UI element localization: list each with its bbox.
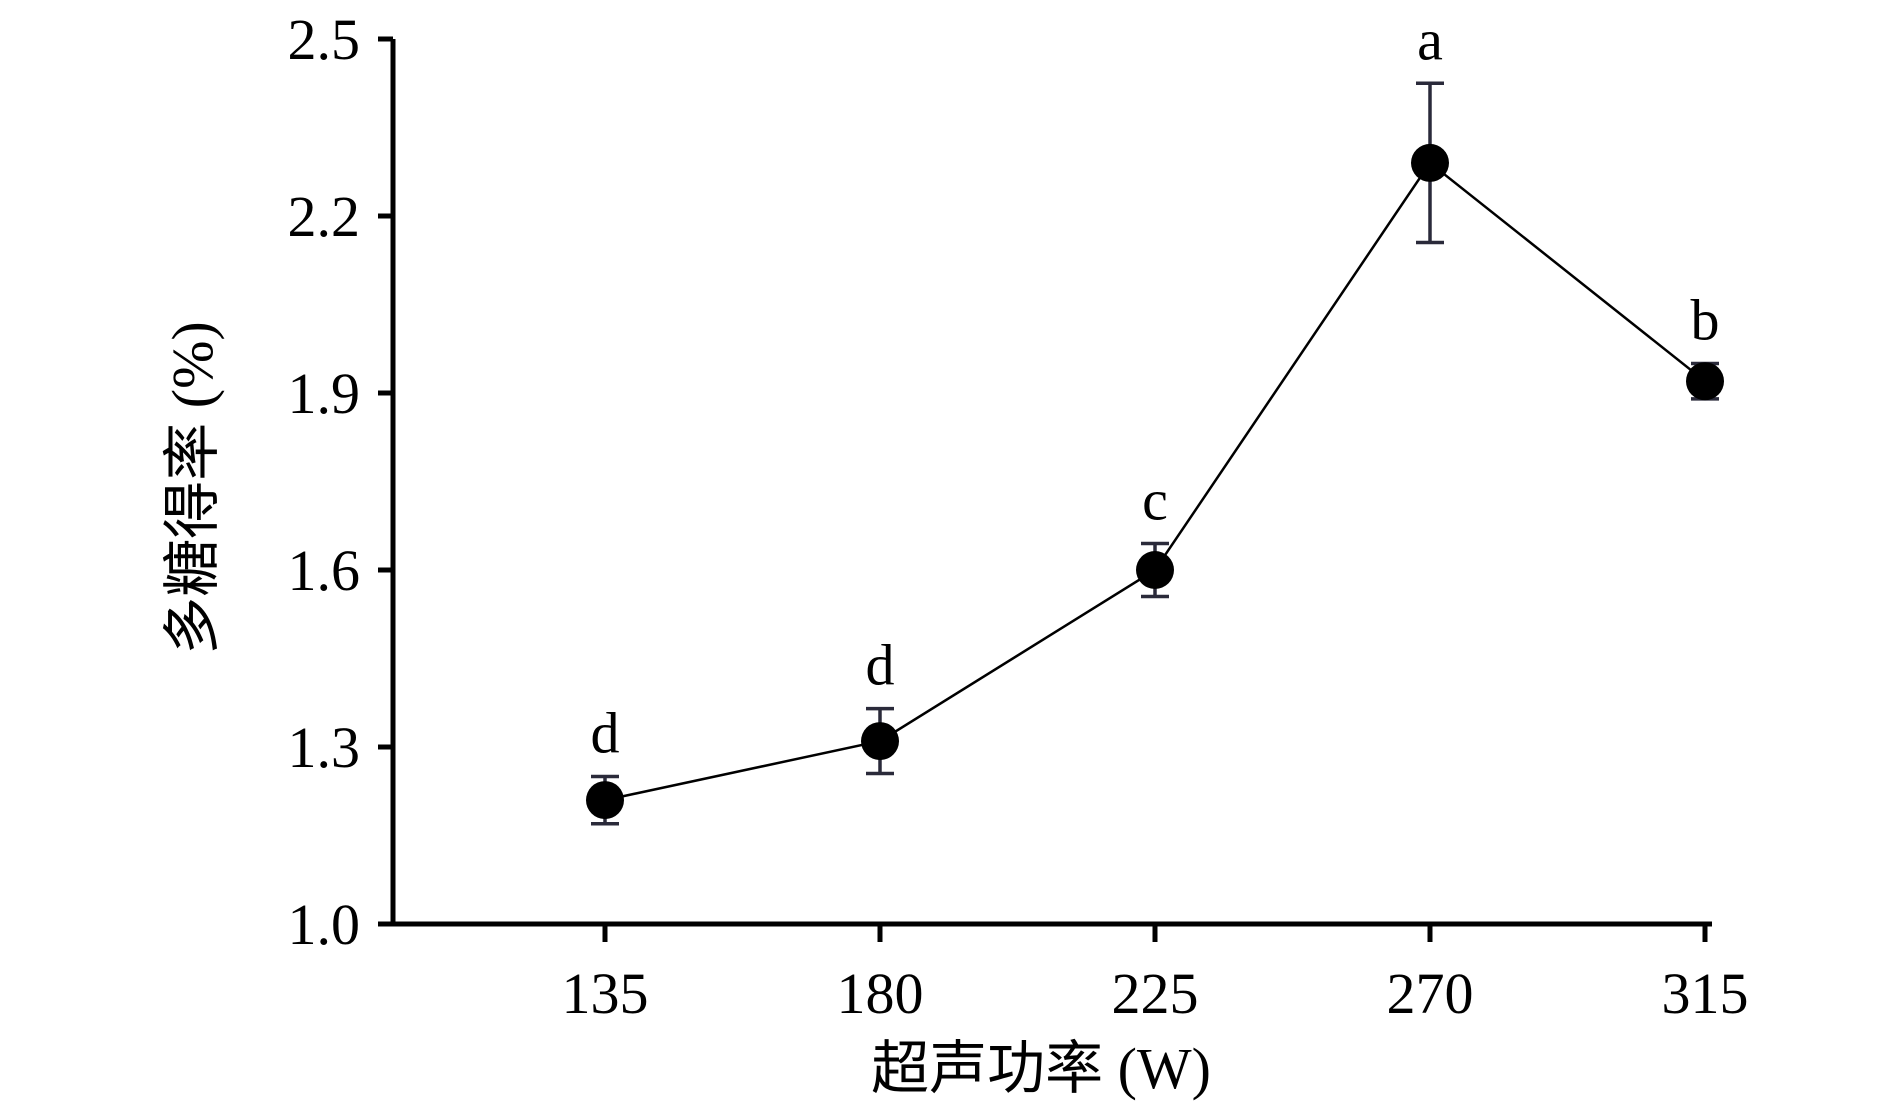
y-axis-title: 多糖得率 (%) bbox=[160, 321, 225, 654]
data-point bbox=[861, 722, 899, 761]
x-axis-title: 超声功率 (W) bbox=[871, 1036, 1211, 1101]
x-tick-label: 315 bbox=[1662, 961, 1749, 1026]
significance-label: a bbox=[1417, 7, 1443, 72]
x-tick-label: 225 bbox=[1112, 961, 1199, 1026]
y-tick-label: 1.6 bbox=[288, 538, 361, 603]
x-tick-label: 270 bbox=[1387, 961, 1474, 1026]
significance-label: b bbox=[1691, 288, 1720, 353]
data-point bbox=[1411, 143, 1449, 182]
y-tick-label: 2.2 bbox=[288, 184, 361, 249]
data-point bbox=[1136, 551, 1174, 589]
y-tick-label: 1.9 bbox=[288, 361, 361, 426]
x-ticks: 135 180 225 270 315 bbox=[562, 924, 1749, 1026]
axes bbox=[390, 39, 1712, 927]
y-tick-label: 2.5 bbox=[288, 7, 361, 72]
data-point bbox=[586, 781, 624, 820]
y-tick-label: 1.3 bbox=[288, 715, 361, 780]
data-point bbox=[1686, 362, 1724, 401]
significance-label: d bbox=[866, 633, 895, 698]
x-tick-label: 180 bbox=[837, 961, 924, 1026]
y-ticks: 1.0 1.3 1.6 1.9 2.2 2.5 bbox=[288, 7, 393, 957]
series: d d c a b bbox=[586, 7, 1724, 826]
significance-label: d bbox=[591, 701, 620, 766]
y-tick-label: 1.0 bbox=[288, 892, 361, 957]
x-tick-label: 135 bbox=[562, 961, 649, 1026]
significance-label: c bbox=[1142, 467, 1168, 532]
